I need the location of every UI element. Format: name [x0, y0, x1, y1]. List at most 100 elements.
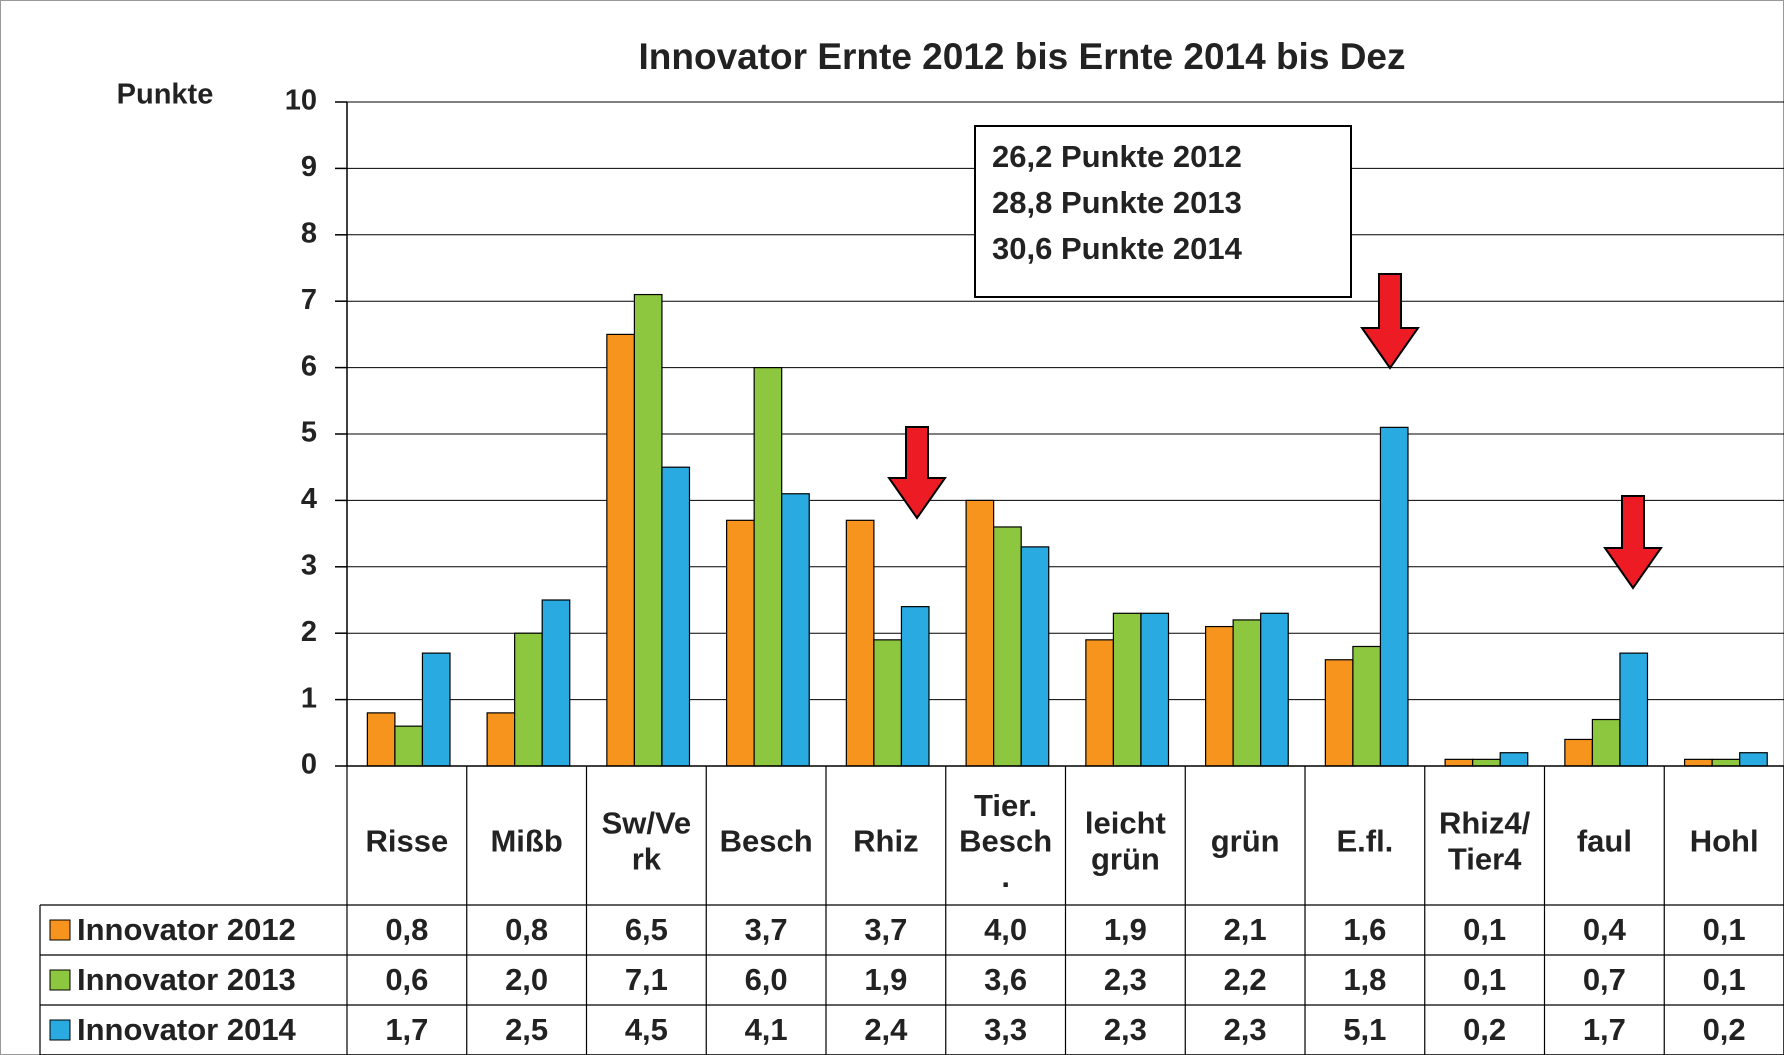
bar [541, 599, 571, 767]
category-label: E.fl. [1336, 824, 1393, 859]
bar [1591, 718, 1621, 767]
arrow [1360, 273, 1420, 370]
table-value: 0,7 [1583, 962, 1626, 997]
table-value: 3,3 [984, 1012, 1027, 1047]
bar [1020, 546, 1050, 767]
table-value: 4,1 [745, 1012, 788, 1047]
bar [781, 493, 810, 767]
legend-label: Innovator 2012 [77, 912, 296, 947]
table-value: 1,8 [1343, 962, 1386, 997]
table-value: 2,4 [864, 1012, 908, 1047]
bar [633, 293, 663, 767]
bar [1085, 639, 1115, 767]
bar [661, 466, 691, 767]
y-tick-label: 8 [301, 217, 317, 249]
category-label: grün [1211, 824, 1280, 859]
y-tick-label: 3 [301, 549, 317, 581]
table-value: 2,5 [505, 1012, 548, 1047]
bar [1112, 612, 1142, 767]
bar [514, 632, 543, 767]
bar [965, 499, 995, 767]
bar [993, 526, 1022, 767]
table-value: 0,8 [505, 912, 548, 947]
table-value: 0,1 [1703, 962, 1746, 997]
annotation-text: 26,2 Punkte 2012 [992, 139, 1242, 174]
annotation-box [974, 125, 1352, 298]
table-value: 0,1 [1463, 962, 1506, 997]
category-label: Risse [366, 824, 449, 859]
y-tick-label: 0 [301, 749, 317, 781]
table-value: 6,5 [625, 912, 668, 947]
table-value: 2,2 [1224, 962, 1267, 997]
table-value: 0,2 [1703, 1012, 1746, 1047]
bar [1499, 752, 1529, 767]
category-label: Besch [720, 824, 813, 859]
y-axis-label: Punkte [117, 79, 214, 111]
category-label: faul [1577, 824, 1632, 859]
table-value: 5,1 [1343, 1012, 1386, 1047]
bar [486, 712, 516, 767]
bar [900, 606, 930, 767]
table-value: 7,1 [625, 962, 668, 997]
bar [1205, 625, 1234, 767]
bar [1324, 659, 1354, 767]
category-label: Tier. Besch. [959, 788, 1052, 894]
bar [1140, 612, 1170, 767]
table-value: 3,6 [984, 962, 1027, 997]
table-value: 1,9 [864, 962, 907, 997]
category-label: Rhiz [853, 824, 918, 859]
category-label: leicht grün [1085, 806, 1166, 877]
table-value: 2,3 [1224, 1012, 1267, 1047]
bar [845, 519, 875, 767]
y-tick-label: 7 [301, 284, 317, 316]
category-label: Mißb [490, 824, 562, 859]
category-label: Hohl [1690, 824, 1759, 859]
table-value: 4,5 [625, 1012, 668, 1047]
table-value: 6,0 [745, 962, 788, 997]
legend-label: Innovator 2014 [77, 1012, 297, 1047]
bar [1260, 612, 1289, 767]
table-value: 1,6 [1343, 912, 1386, 947]
bar [1472, 758, 1501, 767]
bar [1232, 619, 1262, 767]
bar [1711, 758, 1741, 767]
y-tick-label: 1 [301, 682, 317, 714]
table-value: 2,1 [1224, 912, 1267, 947]
table-value: 2,0 [505, 962, 548, 997]
y-tick-label: 10 [285, 85, 317, 117]
table-value: 0,8 [385, 912, 428, 947]
legend-swatch [49, 969, 71, 991]
bar [1619, 652, 1649, 767]
table-value: 0,2 [1463, 1012, 1506, 1047]
arrow [1603, 495, 1663, 590]
category-label: Rhiz4/Tier4 [1439, 806, 1531, 877]
table-value: 1,9 [1104, 912, 1147, 947]
table-value: 0,6 [385, 962, 428, 997]
bar [1739, 752, 1768, 767]
bar [753, 367, 783, 767]
table-value: 4,0 [984, 912, 1027, 947]
legend-swatch [49, 1019, 71, 1041]
y-tick-label: 2 [301, 616, 317, 648]
chart-title: Innovator Ernte 2012 bis Ernte 2014 bis … [638, 36, 1405, 77]
bar [873, 639, 903, 767]
table-value: 2,3 [1104, 962, 1147, 997]
category-label: Sw/Ve rk [602, 806, 692, 877]
table-value: 3,7 [864, 912, 907, 947]
bar [1352, 645, 1382, 767]
table-value: 2,3 [1104, 1012, 1147, 1047]
y-tick-label: 9 [301, 151, 317, 183]
table-value: 1,7 [385, 1012, 428, 1047]
annotation-text: 30,6 Punkte 2014 [992, 231, 1243, 266]
legend-label: Innovator 2013 [77, 962, 296, 997]
bar [1444, 758, 1474, 767]
arrow [887, 426, 947, 520]
y-tick-label: 6 [301, 350, 317, 382]
table-value: 1,7 [1583, 1012, 1626, 1047]
bar [1379, 426, 1409, 767]
bar [366, 712, 396, 767]
bar [394, 725, 424, 767]
bar [606, 333, 635, 767]
